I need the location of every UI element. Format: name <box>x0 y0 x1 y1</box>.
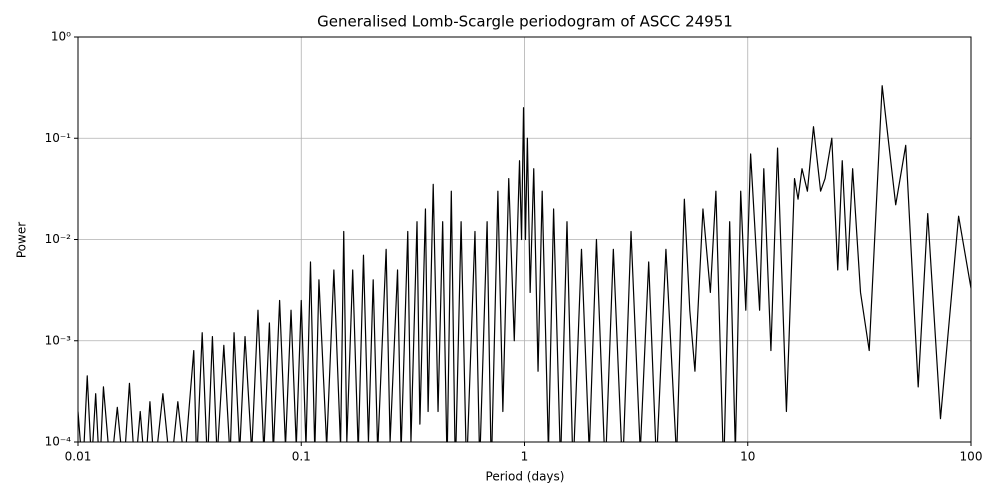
y-tick-label: 10⁻¹ <box>45 131 72 145</box>
x-axis-label: Period (days) <box>486 470 565 484</box>
y-tick-label: 10⁻³ <box>45 333 72 347</box>
x-tick-label: 0.1 <box>292 450 311 464</box>
plot-frame <box>77 36 972 443</box>
x-tick-label: 10 <box>740 450 755 464</box>
y-tick-label: 10⁰ <box>51 30 71 44</box>
y-tick-label: 10⁻⁴ <box>45 435 72 449</box>
x-tick-label: 1 <box>521 450 529 464</box>
x-tick-label: 100 <box>960 450 983 464</box>
plot-area <box>78 85 971 442</box>
series-line <box>78 85 971 442</box>
x-tick-label: 0.01 <box>65 450 92 464</box>
y-axis-label: Power <box>15 222 29 258</box>
chart-title: Generalised Lomb-Scargle periodogram of … <box>317 13 733 31</box>
y-tick-label: 10⁻² <box>45 232 72 246</box>
